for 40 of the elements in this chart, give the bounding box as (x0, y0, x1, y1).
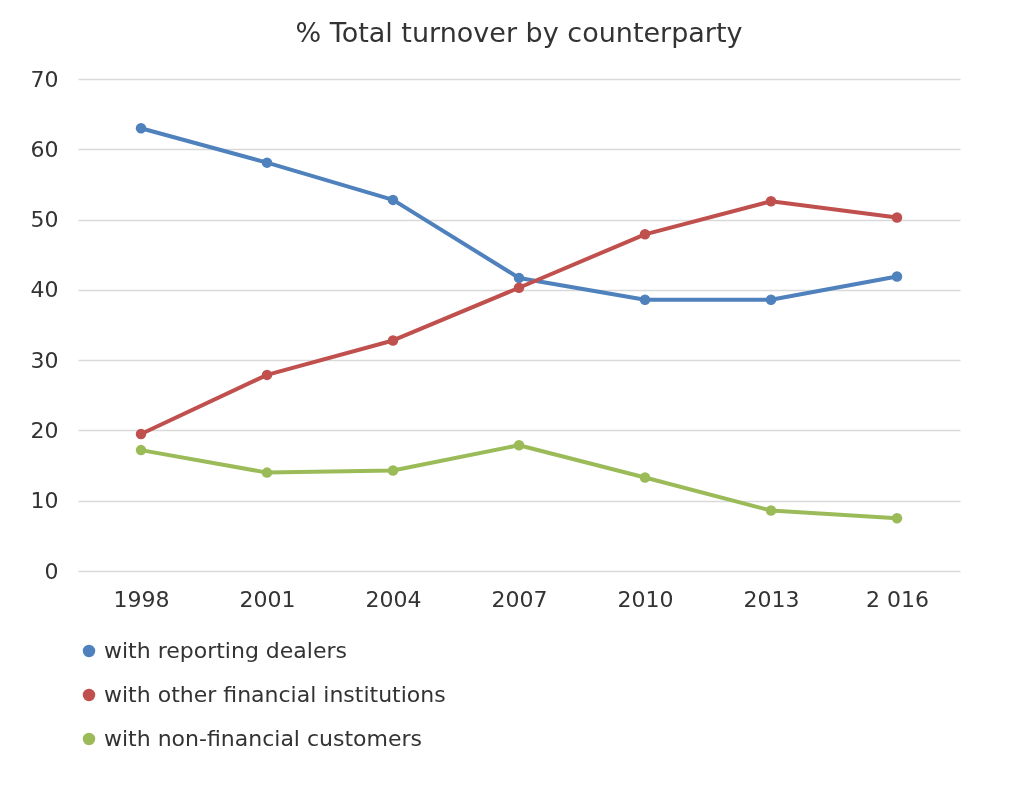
point (387, 335, 399, 346)
y-tick-label: 50 (30, 207, 59, 233)
point (639, 229, 651, 240)
point (513, 272, 525, 284)
point (891, 513, 903, 524)
point (891, 212, 903, 223)
point (765, 294, 777, 305)
point (135, 428, 147, 440)
point (261, 369, 273, 381)
x-tick-label: 2 016 (866, 586, 929, 612)
x-tick-label: 2001 (239, 586, 296, 612)
y-tick-label: 70 (30, 66, 59, 92)
x-tick-label: 2013 (743, 586, 800, 612)
point (387, 194, 399, 206)
point (891, 271, 903, 282)
chart-title: % Total turnover by counterparty (295, 17, 743, 48)
point (765, 196, 777, 207)
point (387, 465, 399, 476)
point (261, 467, 273, 478)
point (261, 157, 273, 168)
x-tick-label: 2004 (365, 586, 422, 612)
y-tick-label: 40 (30, 277, 59, 303)
y-tick-label: 60 (30, 136, 59, 162)
point (639, 472, 651, 483)
point (135, 444, 147, 456)
point (513, 439, 525, 451)
point (135, 122, 147, 134)
x-tick-label: 2007 (491, 586, 548, 612)
point (513, 282, 525, 293)
legend-label: with other financial institutions (104, 682, 446, 707)
legend-label: with reporting dealers (104, 638, 348, 663)
legend-label: with non-financial customers (104, 726, 423, 751)
y-tick-label: 30 (30, 347, 59, 373)
x-tick-label: 1998 (113, 586, 170, 612)
point (639, 294, 651, 305)
y-tick-label: 10 (30, 488, 59, 514)
y-tick-label: 20 (30, 417, 59, 443)
y-tick-label: 0 (44, 558, 59, 584)
point (765, 505, 777, 516)
x-tick-label: 2010 (617, 586, 674, 612)
